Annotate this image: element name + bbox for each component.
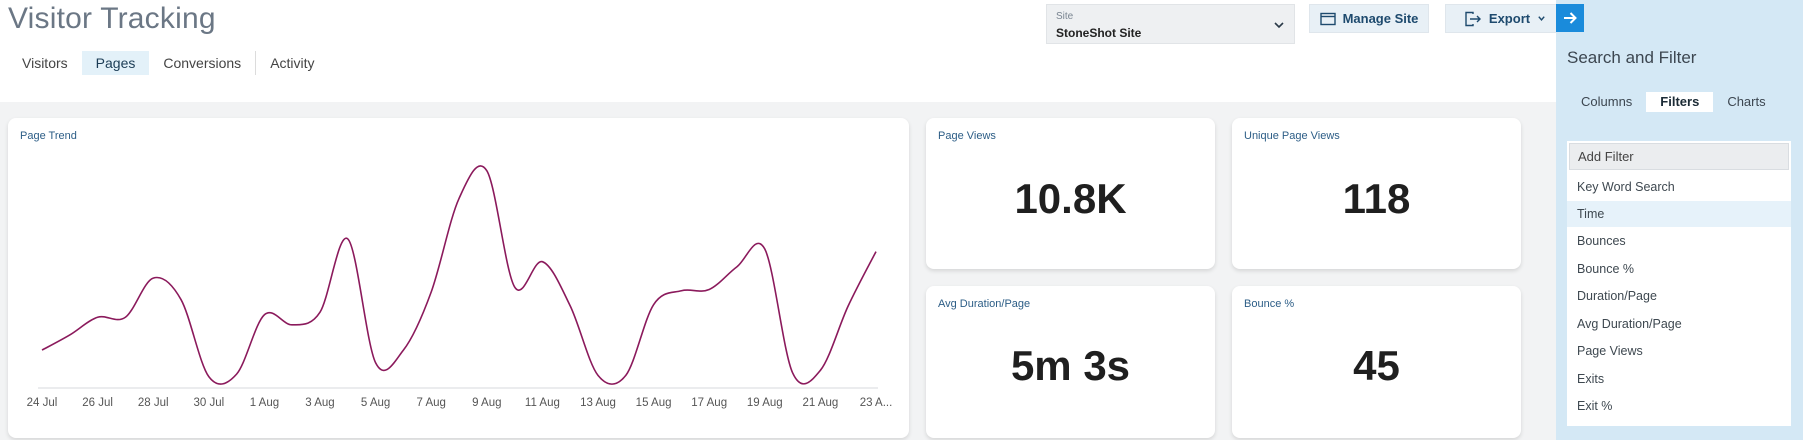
page-trend-title: Page Trend (20, 130, 77, 142)
tab-bar: Visitors Pages Conversions Activity (8, 51, 329, 75)
x-tick-label: 5 Aug (361, 397, 390, 409)
bounce-value: 45 (1353, 342, 1400, 389)
export-button[interactable]: Export (1445, 4, 1565, 33)
export-label: Export (1488, 11, 1531, 26)
page-trend-chart: 24 Jul 26 Jul 28 Jul 30 Jul 1 Aug 3 Aug 5 Aug 7… (27, 165, 893, 409)
filter-option[interactable]: Key Word Search (1577, 180, 1675, 194)
export-icon (1465, 11, 1481, 26)
add-filter-input[interactable] (1569, 143, 1789, 170)
avg-duration-value: 5m 3s (1010, 342, 1131, 389)
tab-pages[interactable]: Pages (81, 51, 150, 75)
site-select[interactable]: Site StoneShot Site (1046, 4, 1295, 44)
site-select-value: StoneShot Site (1056, 26, 1142, 40)
x-tick-label: 13 Aug (580, 397, 616, 409)
page-views-card: Page Views 10.8K (926, 118, 1215, 269)
x-tick-label: 15 Aug (636, 397, 672, 409)
filter-option[interactable]: Page Views (1577, 344, 1643, 358)
x-tick-label: 7 Aug (416, 397, 445, 409)
tab-visitors[interactable]: Visitors (22, 55, 68, 71)
x-tick-label: 1 Aug (250, 397, 279, 409)
filter-option[interactable]: Avg Duration/Page (1577, 317, 1682, 331)
x-tick-label: 30 Jul (193, 397, 224, 409)
manage-site-button[interactable]: Manage Site (1309, 4, 1429, 33)
x-tick-label: 21 Aug (802, 397, 838, 409)
site-select-label: Site (1056, 11, 1074, 22)
unique-page-views-card: Unique Page Views 118 (1232, 118, 1521, 269)
filter-option[interactable]: Bounce % (1577, 262, 1634, 276)
collapse-panel-button[interactable] (1556, 4, 1584, 32)
page-trend-card: Page Trend 24 Jul 26 Jul 28 Jul 30 Jul 1 Aug… (8, 118, 909, 438)
unique-page-views-value: 118 (1342, 175, 1411, 222)
avg-duration-label: Avg Duration/Page (938, 298, 1031, 310)
chevron-down-icon (1274, 22, 1284, 29)
window-icon (1319, 12, 1336, 25)
x-tick-label: 24 Jul (27, 397, 58, 409)
filter-option[interactable]: Exit % (1577, 399, 1613, 413)
filter-list-box: Key Word Search Time Bounces Bounce % Du… (1567, 141, 1791, 426)
chevron-down-icon (1538, 16, 1545, 21)
filter-option[interactable]: Time (1567, 201, 1791, 227)
x-tick-label: 26 Jul (82, 397, 113, 409)
x-tick-label: 19 Aug (747, 397, 783, 409)
tab-activity[interactable]: Activity (270, 55, 315, 71)
trend-line (41, 165, 877, 385)
page-views-label: Page Views (938, 130, 996, 142)
panel-title: Search and Filter (1567, 48, 1697, 67)
bounce-label: Bounce % (1244, 298, 1295, 310)
x-tick-label: 11 Aug (525, 397, 560, 409)
tab-conversions[interactable]: Conversions (163, 55, 242, 71)
panel-tab-bar: Columns Filters Charts (1567, 92, 1780, 112)
page-title: Visitor Tracking (8, 2, 216, 35)
tab-charts[interactable]: Charts (1727, 94, 1766, 109)
filter-option[interactable]: Duration/Page (1577, 289, 1657, 303)
unique-page-views-label: Unique Page Views (1244, 130, 1340, 142)
x-tick-label: 9 Aug (472, 397, 501, 409)
x-tick-label: 17 Aug (691, 397, 727, 409)
arrow-right-icon (1564, 12, 1577, 24)
x-tick-label: 3 Aug (305, 397, 334, 409)
avg-duration-card: Avg Duration/Page 5m 3s (926, 286, 1215, 438)
tab-divider (255, 51, 257, 75)
filter-option[interactable]: Bounces (1577, 234, 1626, 248)
page-views-value: 10.8K (1014, 175, 1127, 222)
bounce-card: Bounce % 45 (1232, 286, 1521, 438)
filter-option[interactable]: Exits (1577, 372, 1605, 386)
tab-filters[interactable]: Filters (1646, 92, 1714, 112)
tab-columns[interactable]: Columns (1581, 94, 1633, 109)
manage-site-label: Manage Site (1342, 11, 1419, 26)
x-tick-label: 28 Jul (138, 397, 169, 409)
x-tick-label: 23 A... (860, 397, 893, 409)
